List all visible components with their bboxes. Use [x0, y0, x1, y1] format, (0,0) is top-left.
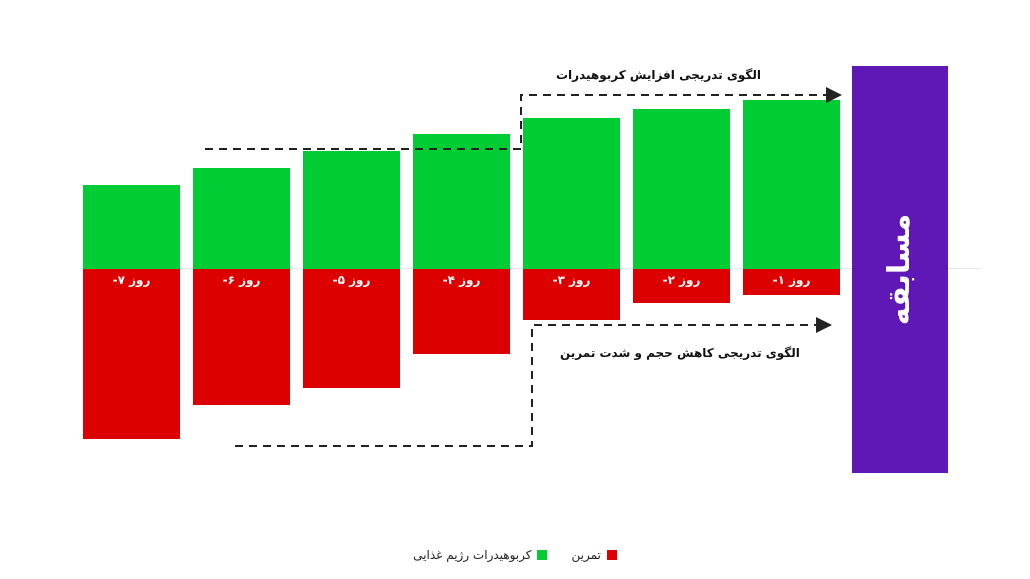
training-bar: [413, 269, 510, 354]
carb-bar: [523, 118, 620, 269]
legend: تمرین کربوهیدرات رژیم غذایی: [0, 548, 1030, 562]
day-label: روز ۳-: [552, 273, 591, 287]
legend-item-training: تمرین: [571, 548, 617, 562]
day-label: روز ۱-: [772, 273, 811, 287]
day-label: روز ۶-: [222, 273, 261, 287]
training-bar: [743, 269, 840, 295]
carb-bar: [303, 151, 400, 269]
training-bar: [83, 269, 180, 439]
carb-increase-arrow: [205, 87, 842, 150]
day-label: روز ۴-: [442, 273, 481, 287]
carb-bar: [743, 100, 840, 269]
training-bar: [523, 269, 620, 320]
day-label: روز ۵-: [332, 273, 371, 287]
red-swatch-icon: [606, 550, 617, 560]
training-bar: [303, 269, 400, 388]
training-decrease-arrow: [235, 317, 832, 447]
day-label: روز ۷-: [112, 273, 151, 287]
carb-increase-annotation: الگوی تدریجی افزایش کربوهیدرات: [556, 68, 762, 82]
legend-label-carbs: کربوهیدرات رژیم غذایی: [413, 548, 532, 562]
carb-bar: [633, 109, 730, 269]
race-box: مسابقه: [852, 66, 948, 473]
carb-bar: [193, 168, 290, 269]
legend-label-training: تمرین: [571, 548, 601, 562]
training-bar: [633, 269, 730, 303]
training-bar: [193, 269, 290, 405]
training-decrease-annotation: الگوی تدریجی کاهش حجم و شدت تمرین: [560, 346, 800, 360]
carb-bar: [83, 185, 180, 269]
carb-bar: [413, 134, 510, 269]
green-swatch-icon: [537, 550, 548, 560]
race-label: مسابقه: [882, 213, 918, 326]
legend-item-carbs: کربوهیدرات رژیم غذایی: [413, 548, 548, 562]
day-label: روز ۲-: [662, 273, 701, 287]
